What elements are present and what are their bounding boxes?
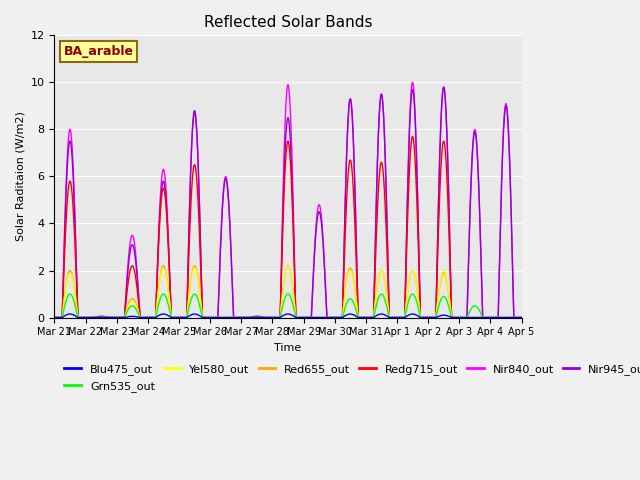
Nir945_out (518, 315, 525, 321)
Blu475_out (270, 315, 278, 321)
Nir840_out (270, 315, 278, 321)
Nir840_out (518, 315, 525, 321)
Redg715_out (518, 315, 525, 321)
Red655_out (518, 315, 525, 321)
Red655_out (51, 315, 58, 321)
Nir945_out (440, 84, 447, 90)
Line: Redg715_out: Redg715_out (54, 136, 522, 318)
Nir945_out (134, 290, 142, 296)
Y-axis label: Solar Raditaion (W/m2): Solar Raditaion (W/m2) (15, 111, 25, 241)
Redg715_out (270, 315, 278, 321)
Line: Blu475_out: Blu475_out (54, 314, 522, 318)
Blu475_out (134, 314, 142, 320)
Nir840_out (134, 287, 142, 293)
Nir840_out (409, 80, 417, 85)
Grn535_out (419, 315, 426, 321)
Grn535_out (270, 315, 278, 321)
Title: Reflected Solar Bands: Reflected Solar Bands (204, 15, 372, 30)
Red655_out (366, 315, 374, 321)
Yel580_out (134, 309, 142, 315)
Redg715_out (366, 315, 374, 321)
Nir840_out (419, 315, 426, 321)
Red655_out (517, 315, 525, 321)
Text: BA_arable: BA_arable (64, 45, 134, 58)
Nir945_out (517, 315, 525, 321)
Nir945_out (51, 315, 58, 321)
Grn535_out (366, 315, 374, 321)
Legend: Blu475_out, Grn535_out, Yel580_out, Red655_out, Redg715_out, Nir840_out, Nir945_: Blu475_out, Grn535_out, Yel580_out, Red6… (60, 360, 640, 396)
Grn535_out (66, 291, 74, 297)
Blu475_out (392, 315, 400, 321)
Nir840_out (392, 315, 400, 321)
Redg715_out (51, 315, 58, 321)
Grn535_out (517, 315, 525, 321)
Grn535_out (392, 315, 400, 321)
Yel580_out (284, 263, 292, 269)
Yel580_out (392, 315, 400, 321)
Grn535_out (134, 311, 142, 317)
Grn535_out (51, 315, 58, 321)
Nir945_out (270, 315, 278, 321)
Blu475_out (51, 315, 58, 321)
Redg715_out (409, 133, 417, 139)
Yel580_out (366, 315, 374, 321)
Nir945_out (392, 315, 400, 321)
Grn535_out (518, 315, 525, 321)
Blu475_out (518, 315, 525, 321)
Redg715_out (134, 297, 142, 303)
Blu475_out (517, 315, 525, 321)
Red655_out (419, 315, 426, 321)
Line: Yel580_out: Yel580_out (54, 266, 522, 318)
Redg715_out (392, 315, 400, 321)
Blu475_out (419, 315, 426, 321)
Red655_out (392, 315, 400, 321)
Red655_out (270, 315, 278, 321)
Line: Nir840_out: Nir840_out (54, 83, 522, 318)
Line: Grn535_out: Grn535_out (54, 294, 522, 318)
Nir840_out (51, 315, 58, 321)
Nir945_out (419, 315, 426, 321)
Redg715_out (517, 315, 525, 321)
Nir840_out (366, 315, 374, 321)
Nir945_out (366, 315, 374, 321)
Nir840_out (517, 315, 525, 321)
Yel580_out (419, 315, 426, 321)
Line: Nir945_out: Nir945_out (54, 87, 522, 318)
Yel580_out (518, 315, 525, 321)
Red655_out (159, 263, 167, 269)
Blu475_out (366, 315, 374, 321)
Redg715_out (419, 315, 426, 321)
Yel580_out (270, 315, 278, 321)
Yel580_out (517, 315, 525, 321)
Red655_out (134, 308, 142, 314)
X-axis label: Time: Time (275, 343, 301, 353)
Line: Red655_out: Red655_out (54, 266, 522, 318)
Blu475_out (66, 311, 74, 317)
Yel580_out (51, 315, 58, 321)
